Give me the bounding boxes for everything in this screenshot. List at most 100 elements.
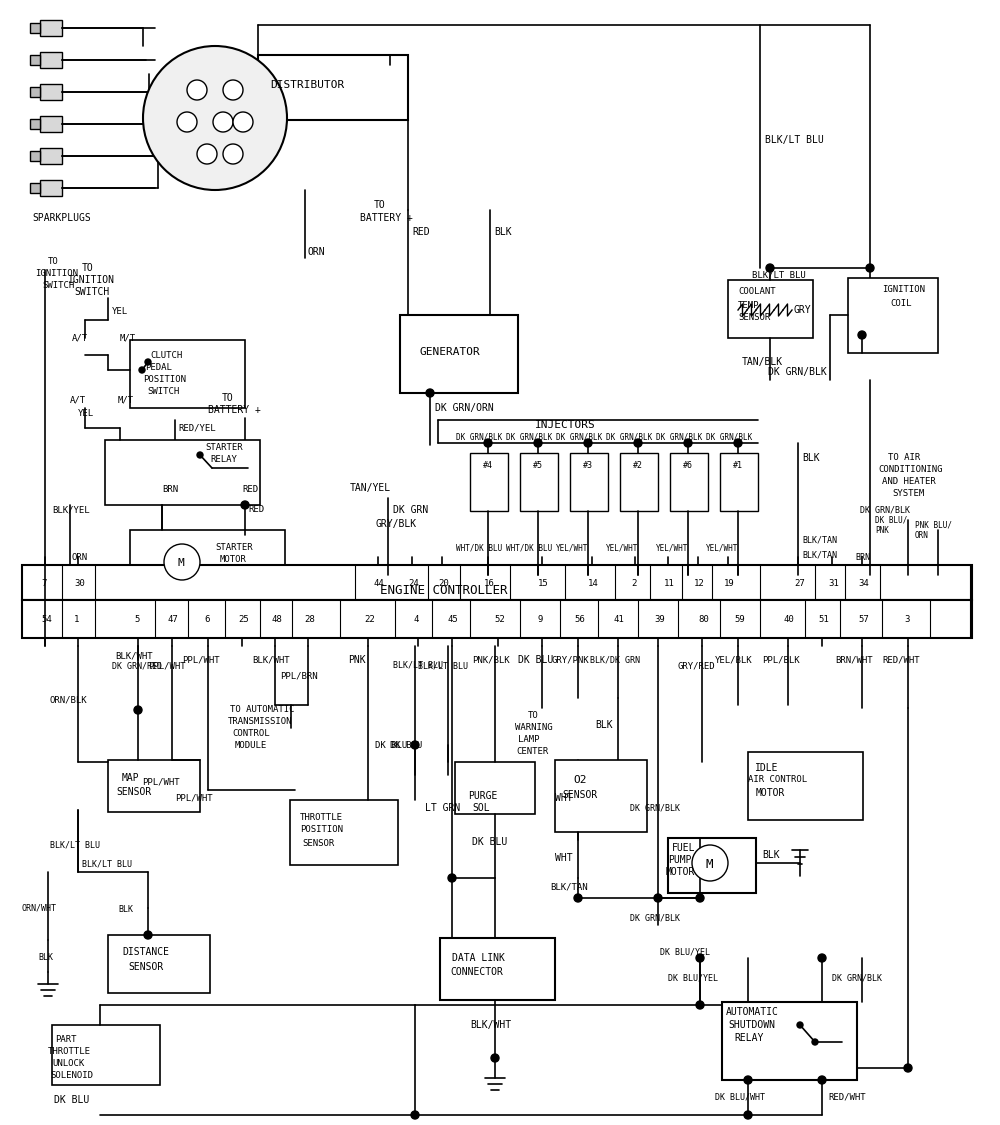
Bar (130, 530, 285, 595)
Text: DISTANCE: DISTANCE (122, 947, 169, 957)
Text: 14: 14 (588, 578, 599, 587)
Text: STARTER: STARTER (205, 442, 243, 451)
Text: 12: 12 (694, 578, 705, 587)
Text: BLK: BLK (595, 720, 613, 730)
Text: ORN: ORN (72, 554, 88, 562)
Text: SWITCH: SWITCH (74, 287, 109, 297)
Text: M: M (177, 558, 184, 568)
Text: 48: 48 (271, 615, 282, 624)
Text: 31: 31 (828, 578, 839, 587)
Text: 41: 41 (614, 615, 625, 624)
Text: #6: #6 (683, 460, 693, 469)
Text: DK BLU: DK BLU (390, 740, 422, 749)
Text: SENSOR: SENSOR (562, 790, 597, 800)
Circle shape (187, 80, 207, 100)
Text: SWITCH: SWITCH (147, 387, 179, 396)
Text: SOLENOID: SOLENOID (50, 1071, 93, 1080)
Bar (40, 84, 62, 100)
Text: 45: 45 (448, 615, 459, 624)
Text: SHUTDOWN: SHUTDOWN (728, 1020, 775, 1030)
Text: BATTERY +: BATTERY + (360, 213, 413, 223)
Text: DK BLU: DK BLU (472, 837, 507, 847)
Text: WHT: WHT (555, 793, 573, 803)
Text: PPL/WHT: PPL/WHT (142, 777, 180, 786)
Text: DK GRN/BLK: DK GRN/BLK (456, 432, 502, 441)
Text: DATA LINK: DATA LINK (452, 953, 505, 963)
Text: IGNITION: IGNITION (35, 270, 78, 279)
Text: A/T: A/T (72, 333, 88, 342)
Text: DK BLU: DK BLU (54, 1095, 89, 1105)
Circle shape (818, 1076, 826, 1084)
Text: M/T: M/T (118, 396, 134, 405)
Text: DK BLU/
PNK: DK BLU/ PNK (875, 515, 907, 534)
Text: SYSTEM: SYSTEM (892, 489, 924, 498)
Circle shape (696, 954, 704, 962)
Circle shape (164, 544, 200, 580)
Text: 5: 5 (134, 615, 139, 624)
Circle shape (197, 452, 203, 458)
Text: RED/WHT: RED/WHT (882, 656, 920, 665)
Circle shape (491, 1054, 499, 1062)
Text: DK GRN/BLK: DK GRN/BLK (860, 505, 910, 514)
Text: BLK: BLK (802, 453, 820, 463)
Text: THROTTLE: THROTTLE (300, 812, 343, 821)
Circle shape (411, 741, 419, 749)
Text: #1: #1 (733, 460, 743, 469)
Bar (722, 1002, 857, 1080)
Text: WHT/DK BLU: WHT/DK BLU (506, 543, 552, 552)
Text: INJECTORS: INJECTORS (535, 420, 596, 430)
Text: 22: 22 (364, 615, 375, 624)
Text: PART: PART (55, 1035, 76, 1044)
Bar (455, 762, 535, 814)
Circle shape (634, 439, 642, 447)
Bar (668, 838, 756, 893)
Text: ORN: ORN (308, 248, 326, 256)
Text: DK GRN/BLK: DK GRN/BLK (606, 432, 652, 441)
Text: YEL: YEL (78, 408, 94, 417)
Text: BLK/WHT: BLK/WHT (252, 656, 290, 665)
Text: DK BLU/YEL: DK BLU/YEL (660, 947, 710, 956)
Bar (620, 453, 658, 511)
Bar (258, 55, 408, 120)
Text: DK GRN/BLK: DK GRN/BLK (630, 803, 680, 812)
Text: BLK/LT BLU: BLK/LT BLU (752, 270, 806, 279)
Text: YEL/WHT: YEL/WHT (606, 543, 638, 552)
Text: AIR CONTROL: AIR CONTROL (748, 775, 807, 784)
Text: IGNITION: IGNITION (68, 274, 115, 285)
Text: PPL/BRN: PPL/BRN (280, 672, 318, 681)
Text: MOTOR: MOTOR (666, 867, 695, 878)
Text: DK BLU: DK BLU (375, 740, 407, 749)
Text: 4: 4 (414, 615, 419, 624)
Text: AUTOMATIC: AUTOMATIC (726, 1007, 779, 1017)
Text: TAN/BLK: TAN/BLK (742, 357, 783, 367)
Text: 80: 80 (698, 615, 709, 624)
Text: 30: 30 (74, 578, 85, 587)
Text: BLK/TAN: BLK/TAN (550, 882, 588, 891)
Text: YEL: YEL (112, 307, 128, 316)
Text: 7: 7 (41, 578, 46, 587)
Bar (30, 55, 40, 65)
Text: #5: #5 (533, 460, 543, 469)
Bar (40, 52, 62, 68)
Text: POSITION: POSITION (300, 826, 343, 835)
Text: DK GRN/BLK: DK GRN/BLK (506, 432, 552, 441)
Text: COOLANT: COOLANT (738, 288, 776, 297)
Text: 28: 28 (304, 615, 315, 624)
Circle shape (534, 439, 542, 447)
Text: MOTOR: MOTOR (756, 788, 785, 798)
Text: 39: 39 (654, 615, 665, 624)
Text: 1: 1 (74, 615, 79, 624)
Text: AND HEATER: AND HEATER (882, 477, 936, 486)
Text: TEMP: TEMP (738, 300, 760, 309)
Circle shape (818, 954, 826, 962)
Bar (470, 453, 508, 511)
Text: POSITION: POSITION (143, 375, 186, 384)
Circle shape (139, 367, 145, 374)
Text: M: M (705, 857, 712, 871)
Circle shape (696, 1001, 704, 1009)
Bar (848, 278, 938, 353)
Text: PNK BLU/
ORN: PNK BLU/ ORN (915, 520, 952, 540)
Text: 11: 11 (664, 578, 675, 587)
Bar (555, 760, 647, 832)
Text: BLK/LT BLU: BLK/LT BLU (393, 660, 443, 669)
